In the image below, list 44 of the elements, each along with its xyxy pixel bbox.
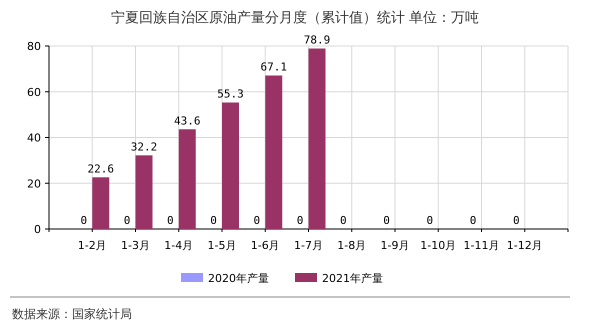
bar: [178, 129, 196, 229]
data-label: 78.9: [304, 34, 330, 47]
data-label: 67.1: [260, 60, 287, 74]
data-label: 0: [340, 214, 347, 227]
x-tick-label: 1-3月: [121, 239, 150, 252]
bar: [92, 177, 110, 229]
y-tick-label: 40: [27, 132, 41, 144]
data-label: 43.6: [174, 114, 200, 128]
y-tick-label: 80: [27, 40, 41, 53]
chart-title: 宁夏回族自治区原油产量分月度（累计值）统计 单位：万吨: [110, 10, 480, 26]
source-note: 数据来源：国家统计局: [12, 307, 132, 321]
data-label: 22.6: [88, 162, 114, 176]
data-label: 0: [166, 214, 174, 227]
data-label: 0: [426, 214, 434, 227]
y-tick-label: 0: [34, 223, 41, 236]
data-label: 32.2: [130, 140, 158, 154]
bar: [308, 48, 326, 229]
x-tick-label: 1-9月: [380, 239, 410, 252]
data-label: 0: [124, 214, 130, 227]
x-tick-label: 1-8月: [337, 239, 366, 252]
y-tick-label: 20: [27, 177, 41, 190]
data-label: 0: [383, 214, 390, 227]
bar: [265, 76, 282, 229]
x-tick-label: 1-5月: [208, 239, 236, 252]
legend-label: 2020年产量: [208, 272, 269, 285]
x-tick-label: 1-7月: [294, 239, 323, 252]
x-tick-label: 1-2月: [78, 239, 107, 252]
x-tick-label: 1-4月: [164, 239, 194, 252]
data-label: 0: [80, 214, 88, 227]
x-tick-label: 1-6月: [250, 239, 280, 252]
data-label: 0: [512, 214, 520, 227]
legend-label: 2021年产量: [322, 272, 383, 285]
x-tick-label: 1-12月: [506, 239, 543, 252]
data-label: 55.3: [217, 88, 244, 100]
x-tick-label: 1-11月: [464, 239, 500, 252]
plot: 0 20 40 60 80 1-2月 1-3月 1-4月 1-5月 1-6月 1-7月 1-8月 1-9月 1-10月 1-11月 1-12月 0 0 0 0 0 0 0 0 0 0 0 22.6 32.2 43.6 55.3 67.1 78.9: [27, 34, 568, 252]
bar: [222, 102, 239, 229]
data-label: 0: [210, 214, 217, 227]
data-label: 0: [470, 214, 476, 227]
y-tick-label: 60: [27, 86, 41, 99]
data-label: 0: [296, 214, 304, 227]
data-label: 0: [253, 214, 260, 227]
bar: [136, 155, 152, 229]
x-tick-label: 1-10月: [420, 239, 456, 252]
